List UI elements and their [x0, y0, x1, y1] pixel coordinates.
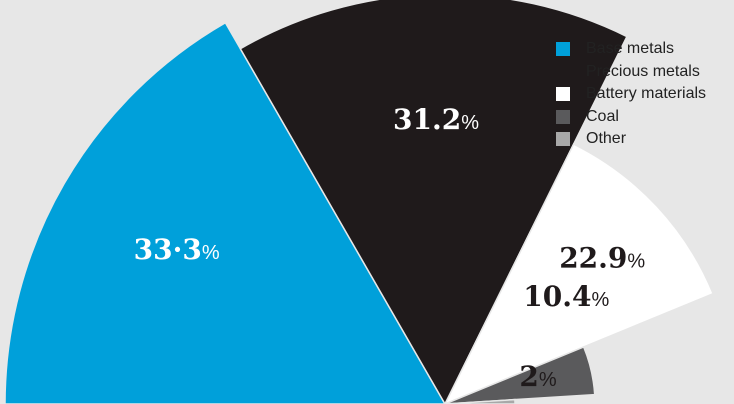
- legend-item-other: Other: [556, 128, 706, 151]
- slice-precious-metals: [239, 0, 628, 404]
- legend-item-precious-metals: Precious metals: [556, 61, 706, 84]
- legend-swatch: [556, 64, 570, 79]
- legend-swatch: [556, 42, 570, 57]
- slice-coal: [444, 345, 596, 404]
- legend-label: Base metals: [586, 40, 675, 58]
- legend-label: Battery materials: [586, 85, 707, 103]
- legend-item-coal: Coal: [556, 106, 706, 129]
- legend-swatch: [556, 87, 570, 102]
- legend-swatch: [556, 109, 570, 124]
- value-label-base-metals: 33·3%: [134, 233, 220, 266]
- legend-label: Other: [586, 130, 627, 148]
- slice-base-metals: [4, 21, 446, 404]
- chart-slices: [4, 0, 715, 404]
- legend-label: Coal: [586, 107, 619, 125]
- legend-item-base-metals: Base metals: [556, 38, 706, 61]
- legend-swatch: [556, 132, 570, 147]
- value-label-precious-metals: 31.2%: [393, 103, 479, 136]
- chart-value-labels: 33·3% 31.2% 22.9% 10.4% 2%: [134, 103, 646, 393]
- value-label-battery-materials: 22.9%: [559, 241, 645, 274]
- legend-label: Precious metals: [586, 62, 700, 80]
- value-label-coal: 10.4%: [523, 280, 609, 313]
- slice-battery-materials: [444, 143, 715, 404]
- value-label-other: 2%: [519, 360, 556, 393]
- chart-legend: Base metals Precious metals Battery materi…: [556, 38, 706, 151]
- legend-item-battery-materials: Battery materials: [556, 83, 706, 106]
